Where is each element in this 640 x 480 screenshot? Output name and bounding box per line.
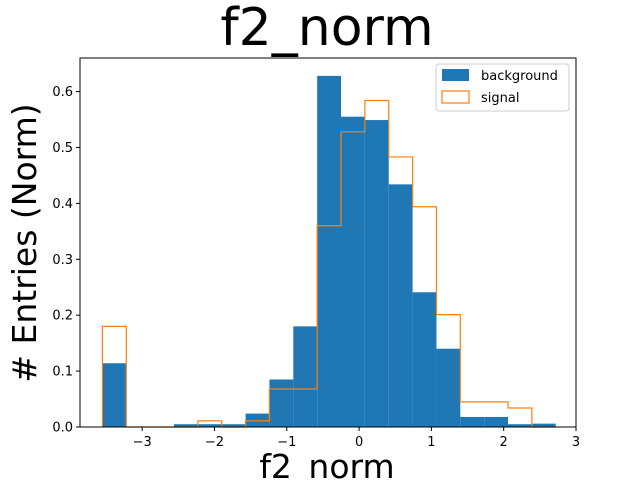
background-bar <box>460 416 485 427</box>
background-bar <box>197 424 222 427</box>
y-axis-label: # Entries (Norm) <box>5 103 44 382</box>
x-tick-label: 0 <box>355 435 363 450</box>
background-bar <box>412 292 437 427</box>
background-bar <box>102 363 127 427</box>
legend: background signal <box>435 63 570 112</box>
y-tick-label: 0.5 <box>52 141 73 156</box>
background-bar <box>364 120 389 428</box>
y-tick-label: 0.6 <box>52 85 73 100</box>
background-bar <box>436 348 461 427</box>
legend-swatch-background <box>442 69 469 81</box>
background-bar <box>388 184 413 427</box>
y-tick-label: 0.3 <box>52 253 73 268</box>
x-tick-label: −2 <box>205 435 224 450</box>
y-tick-label: 0.0 <box>52 421 73 436</box>
x-tick-label: 3 <box>572 435 580 450</box>
plot-frame <box>79 57 577 428</box>
background-bar <box>293 326 318 427</box>
plot-area <box>79 57 577 428</box>
background-bar <box>484 416 509 427</box>
background-bar <box>531 423 556 427</box>
background-bar <box>173 424 198 427</box>
y-tick-label: 0.1 <box>52 365 73 380</box>
x-axis-label: f2_norm <box>259 447 394 480</box>
legend-swatch-signal <box>441 90 470 104</box>
background-bar <box>269 379 294 427</box>
x-tick-label: −3 <box>133 435 152 450</box>
x-tick-label: −1 <box>277 435 296 450</box>
y-axis: 0.0 0.1 0.2 0.3 0.4 0.5 0.6 <box>52 85 80 436</box>
y-tick-label: 0.2 <box>52 309 73 324</box>
x-axis: −3 −2 −1 0 1 2 3 <box>133 427 580 450</box>
legend-label-signal: signal <box>481 91 519 106</box>
background-bar <box>508 424 532 427</box>
chart-title: f2_norm <box>220 0 433 58</box>
x-tick-label: 2 <box>500 435 508 450</box>
legend-label-background: background <box>481 69 558 84</box>
background-bar <box>221 424 246 427</box>
y-tick-label: 0.4 <box>52 197 73 212</box>
background-bar <box>341 116 365 428</box>
background-bar <box>317 75 342 428</box>
x-tick-label: 1 <box>427 435 435 450</box>
